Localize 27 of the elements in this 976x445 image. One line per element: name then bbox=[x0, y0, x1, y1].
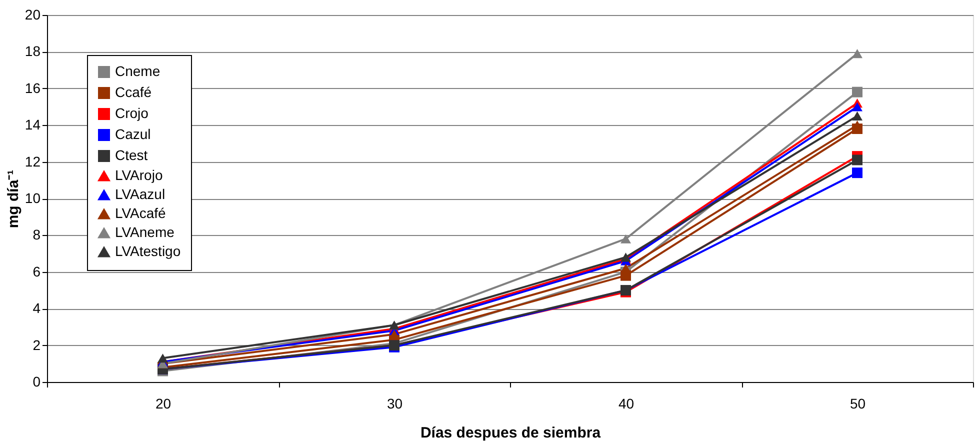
legend-label: Cneme bbox=[115, 63, 160, 79]
y-axis-title: mg día⁻¹ bbox=[4, 170, 22, 228]
x-tick-label: 50 bbox=[850, 396, 866, 412]
y-tick-label: 16 bbox=[24, 80, 41, 96]
legend-label: LVAcafé bbox=[115, 205, 166, 221]
y-tick-label: 4 bbox=[32, 300, 41, 316]
y-tick-label: 20 bbox=[24, 6, 41, 22]
y-tick-label: 12 bbox=[24, 153, 41, 170]
legend-label: Ctest bbox=[115, 147, 148, 163]
y-tick-label: 6 bbox=[32, 263, 41, 280]
x-tick-label: 40 bbox=[618, 396, 634, 412]
y-tick-label: 8 bbox=[32, 226, 41, 243]
legend-label: Crojo bbox=[115, 105, 149, 121]
legend-label: LVArojo bbox=[115, 167, 163, 183]
y-tick-label: 14 bbox=[24, 116, 41, 133]
legend-label: Cazul bbox=[115, 126, 151, 142]
y-tick-label: 0 bbox=[32, 374, 41, 390]
x-tick-label: 30 bbox=[386, 396, 403, 412]
legend-label: Ccafé bbox=[115, 84, 152, 100]
legend-label: LVAneme bbox=[115, 224, 175, 240]
x-axis-title: Días despues de siembra bbox=[420, 424, 602, 442]
y-tick-label: 2 bbox=[32, 336, 41, 353]
x-tick-label: 20 bbox=[155, 396, 172, 412]
legend-label: LVAazul bbox=[115, 186, 166, 202]
y-tick-label: 18 bbox=[24, 43, 41, 60]
legend-label: LVAtestigo bbox=[115, 243, 181, 259]
y-tick-label: 10 bbox=[24, 190, 41, 206]
